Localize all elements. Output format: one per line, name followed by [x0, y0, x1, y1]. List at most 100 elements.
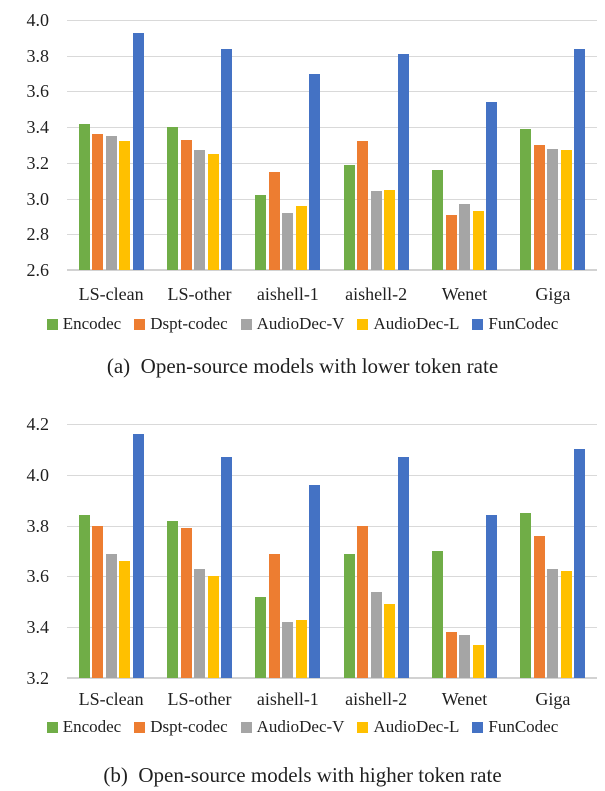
bar-encodec-aishell-1: [255, 596, 267, 678]
bar-audiodec-v-giga: [547, 148, 559, 270]
legend-item-audiodec-l: AudioDec-L: [357, 717, 459, 737]
bar-encodec-giga: [520, 512, 532, 678]
legend-label-audiodec-l: AudioDec-L: [373, 314, 460, 333]
bar-dspt-codec-wenet: [445, 632, 457, 678]
bar-funcodec-aishell-1: [309, 484, 321, 678]
bar-audiodec-l-ls-clean: [119, 141, 131, 270]
y-tick-label: 3.8: [26, 45, 50, 66]
legend-swatch-encodec: [46, 318, 58, 330]
legend-swatch-dspt-codec: [134, 721, 146, 733]
bar-encodec-wenet: [432, 170, 443, 270]
x-category-label: aishell-2: [345, 689, 408, 709]
legend-item-funcodec: FunCodec: [472, 314, 558, 334]
y-tick-label: 4.0: [26, 464, 50, 485]
x-category-label: LS-clean: [78, 689, 144, 709]
legend-label-funcodec: FunCodec: [488, 314, 559, 333]
bar-audiodec-v-aishell-2: [370, 191, 382, 270]
bar-audiodec-l-wenet: [472, 211, 484, 270]
bar-encodec-wenet: [432, 551, 443, 678]
bar-encodec-aishell-2: [343, 553, 355, 678]
x-category-label: Giga: [535, 284, 571, 304]
gridline: [67, 474, 597, 476]
bar-dspt-codec-aishell-1: [268, 171, 280, 270]
bar-audiodec-l-aishell-1: [295, 619, 307, 678]
x-category-label: aishell-2: [345, 284, 408, 304]
bar-encodec-giga: [520, 128, 532, 270]
bar-encodec-ls-clean: [78, 123, 90, 270]
bar-audiodec-v-giga: [547, 568, 559, 678]
y-tick-label: 2.8: [26, 224, 50, 245]
bar-audiodec-l-wenet: [472, 644, 484, 678]
x-axis-line: [67, 269, 597, 271]
gridline: [67, 627, 597, 629]
y-tick-label: 3.0: [26, 188, 50, 209]
bar-funcodec-ls-clean: [132, 32, 144, 270]
gridline: [67, 127, 597, 129]
bar-funcodec-aishell-2: [397, 53, 409, 270]
bar-audiodec-v-wenet: [459, 203, 470, 270]
legend-item-dspt-codec: Dspt-codec: [134, 717, 228, 737]
bar-funcodec-ls-clean: [132, 434, 144, 678]
bar-audiodec-l-giga: [560, 571, 572, 678]
legend-label-dspt-codec: Dspt-codec: [150, 717, 228, 736]
legend-swatch-audiodec-v: [240, 318, 252, 330]
legend-label-audiodec-v: AudioDec-V: [256, 314, 345, 333]
x-category-label: LS-other: [167, 284, 232, 304]
y-tick-label: 2.6: [26, 260, 50, 280]
bar-audiodec-l-aishell-2: [384, 189, 396, 270]
legend-item-funcodec: FunCodec: [472, 717, 558, 737]
x-category-label: LS-other: [167, 689, 232, 709]
y-tick-label: 3.6: [26, 81, 50, 102]
gridline: [67, 162, 597, 164]
bar-audiodec-v-ls-other: [194, 150, 205, 270]
y-tick-label: 3.4: [26, 117, 50, 138]
bar-audiodec-v-aishell-2: [370, 591, 382, 678]
caption-b: (b) Open-source models with higher token…: [103, 763, 502, 787]
legend: Encodec Dspt-codec AudioDec-V AudioDec-L Fun…: [0, 314, 605, 334]
bar-audiodec-v-ls-other: [194, 568, 205, 678]
bar-encodec-ls-other: [167, 520, 178, 678]
gridline: [67, 525, 597, 527]
legend-label-audiodec-l: AudioDec-L: [373, 717, 460, 736]
caption-a: (a) Open-source models with lower token …: [106, 354, 499, 378]
bar-audiodec-l-ls-other: [207, 576, 219, 678]
bar-dspt-codec-aishell-1: [268, 553, 280, 678]
bar-dspt-codec-ls-other: [180, 139, 192, 270]
gridline: [67, 55, 597, 57]
bar-encodec-aishell-1: [255, 195, 267, 270]
bar-audiodec-l-giga: [560, 150, 572, 270]
bar-funcodec-aishell-2: [397, 457, 409, 678]
legend-swatch-audiodec-l: [357, 318, 369, 330]
legend-item-dspt-codec: Dspt-codec: [134, 314, 228, 334]
legend-item-audiodec-v: AudioDec-V: [240, 717, 345, 737]
legend-label-audiodec-v: AudioDec-V: [256, 717, 345, 736]
bar-dspt-codec-giga: [533, 535, 545, 678]
legend-item-audiodec-v: AudioDec-V: [240, 314, 345, 334]
bar-dspt-codec-aishell-2: [357, 141, 369, 270]
legend-swatch-funcodec: [472, 721, 484, 733]
legend-swatch-dspt-codec: [134, 318, 146, 330]
y-tick-label: 4.0: [26, 10, 50, 30]
y-tick-label: 3.4: [26, 617, 50, 638]
bar-audiodec-l-ls-clean: [119, 561, 131, 678]
gridline: [67, 576, 597, 578]
bar-dspt-codec-ls-clean: [92, 134, 104, 270]
x-category-label: aishell-1: [256, 689, 319, 709]
bar-dspt-codec-aishell-2: [357, 525, 369, 678]
bar-encodec-ls-other: [167, 127, 178, 270]
bar-funcodec-wenet: [486, 515, 497, 678]
bar-audiodec-v-wenet: [459, 634, 470, 678]
y-tick-label: 3.6: [26, 566, 50, 587]
legend-swatch-audiodec-l: [357, 721, 369, 733]
legend-label-funcodec: FunCodec: [488, 717, 559, 736]
x-category-label: LS-clean: [78, 284, 144, 304]
bar-funcodec-wenet: [486, 102, 497, 270]
bar-funcodec-giga: [574, 48, 586, 270]
y-tick-label: 4.2: [26, 414, 50, 434]
legend-item-audiodec-l: AudioDec-L: [357, 314, 459, 334]
x-category-label: Giga: [535, 689, 571, 709]
bar-dspt-codec-ls-clean: [92, 525, 104, 678]
bar-audiodec-l-ls-other: [207, 153, 219, 270]
bar-audiodec-l-aishell-2: [384, 604, 396, 678]
legend-label-encodec: Encodec: [62, 717, 122, 736]
